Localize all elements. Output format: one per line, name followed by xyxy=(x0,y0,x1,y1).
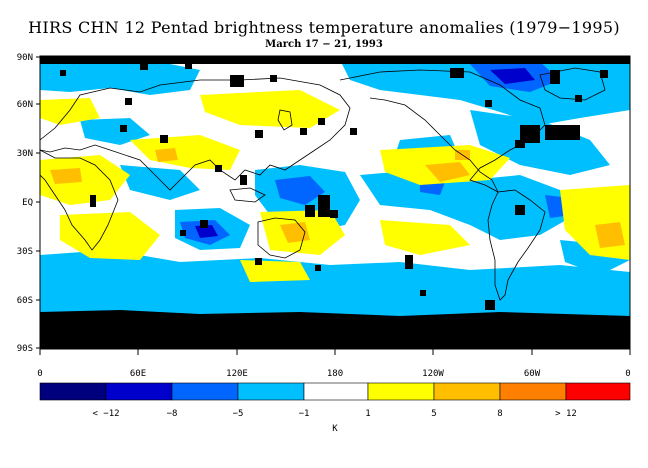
north-america-outline xyxy=(339,69,546,193)
map-title: HIRS CHN 12 Pentad brightness temperatur… xyxy=(28,18,620,37)
colorbar-swatch-4 xyxy=(237,382,305,401)
lon-tick-120w: 120W xyxy=(422,369,444,379)
antarctica-outline xyxy=(40,321,630,329)
colorbar-swatch-7 xyxy=(433,382,501,401)
eurasia-outline xyxy=(40,77,351,191)
colorbar-label-5: 1 xyxy=(365,409,370,419)
lat-tick-30n: 30N xyxy=(17,149,33,159)
lon-tick-120e: 120E xyxy=(226,369,248,379)
colorbar-label-1: < −12 xyxy=(92,409,119,419)
lon-tick-0-end: 0 xyxy=(625,369,630,379)
colorbar: < −12 −8 −5 −1 1 5 8 > 12 K xyxy=(39,382,631,434)
lon-tick-180: 180 xyxy=(327,369,343,379)
map-subtitle: March 17 − 21, 1993 xyxy=(265,39,383,50)
colorbar-label-7: 8 xyxy=(497,409,502,419)
south-america-outline xyxy=(487,189,546,301)
longitude-axis: 0 60E 120E 180 120W 60W 0 xyxy=(37,349,631,379)
colorbar-label-4: −1 xyxy=(299,409,310,419)
colorbar-label-3: −5 xyxy=(233,409,244,419)
missing-data-regions xyxy=(40,56,630,349)
lon-tick-0: 0 xyxy=(37,369,42,379)
colorbar-swatch-1 xyxy=(39,382,107,401)
africa-outline xyxy=(40,149,119,251)
lon-tick-60e: 60E xyxy=(130,369,146,379)
continent-outlines xyxy=(40,67,630,329)
lat-tick-30s: 30S xyxy=(17,247,33,257)
colorbar-label-6: 5 xyxy=(431,409,436,419)
positive-anomaly-regions xyxy=(40,90,630,282)
lon-tick-60w: 60W xyxy=(524,369,541,379)
anomaly-field xyxy=(40,56,630,349)
colorbar-label-2: −8 xyxy=(167,409,178,419)
colorbar-swatch-5 xyxy=(303,382,369,401)
colorbar-unit: K xyxy=(332,424,338,434)
colorbar-swatch-2 xyxy=(105,382,173,401)
colorbar-swatch-8 xyxy=(499,382,567,401)
colorbar-swatch-3 xyxy=(171,382,239,401)
lat-tick-90s: 90S xyxy=(17,344,33,354)
australia-outline xyxy=(257,217,306,259)
maritime-continent-outline xyxy=(229,187,266,203)
colorbar-label-8: > 12 xyxy=(555,409,577,419)
japan-outline xyxy=(277,109,293,131)
very-strong-negative-anomaly-regions xyxy=(195,68,535,238)
strong-negative-anomaly-regions xyxy=(180,62,572,245)
latitude-axis: 90N 60N 30N EQ 30S 60S 90S xyxy=(17,53,40,354)
colorbar-swatch-9 xyxy=(565,382,631,401)
lat-tick-eq: EQ xyxy=(22,198,33,208)
greenland-outline xyxy=(539,67,606,101)
colorbar-swatch-6 xyxy=(367,382,435,401)
lat-tick-60s: 60S xyxy=(17,296,33,306)
lat-tick-90n: 90N xyxy=(17,53,33,63)
lat-tick-60n: 60N xyxy=(17,100,33,110)
